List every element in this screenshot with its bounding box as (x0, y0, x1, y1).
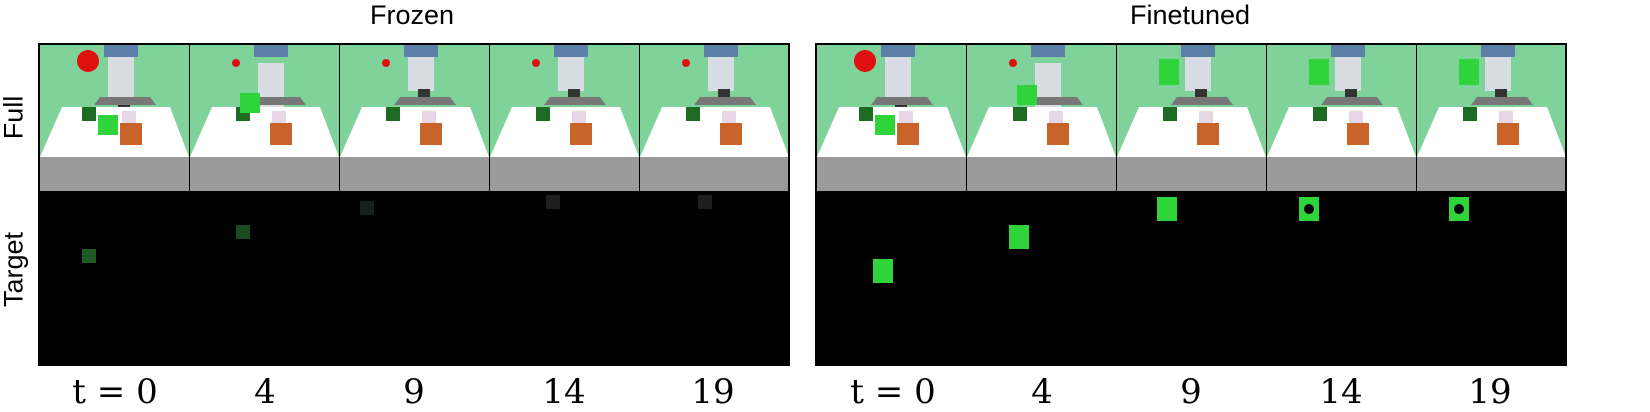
time-label: t = 0 (850, 372, 936, 412)
target-mask-image (190, 191, 339, 347)
full-scene-image (1117, 45, 1266, 191)
title-frozen: Frozen (369, 0, 455, 30)
frozen-frame (190, 45, 339, 364)
row-label-full: Full (0, 95, 29, 140)
target-mask-image (490, 191, 639, 347)
finetuned-frame (1417, 45, 1565, 364)
full-scene-image (817, 45, 966, 191)
full-scene-image (40, 45, 189, 191)
frozen-frame (490, 45, 639, 364)
finetuned-frame (1117, 45, 1266, 364)
target-mask-image (967, 191, 1116, 347)
time-label: 9 (1180, 372, 1202, 412)
frozen-frame (40, 45, 189, 364)
panel-finetuned (815, 43, 1567, 366)
time-label: 14 (542, 372, 586, 412)
target-mask-image (817, 191, 966, 347)
target-mask-image (1417, 191, 1565, 347)
full-scene-image (640, 45, 788, 191)
target-mask-image (40, 191, 189, 347)
time-label: 19 (691, 372, 735, 412)
time-label: 4 (254, 372, 276, 412)
target-mask-image (1267, 191, 1416, 347)
full-scene-image (340, 45, 489, 191)
finetuned-frame (817, 45, 966, 364)
time-label: 4 (1031, 372, 1053, 412)
panel-frozen (38, 43, 790, 366)
time-label: t = 0 (72, 372, 158, 412)
time-label: 19 (1468, 372, 1512, 412)
title-finetuned: Finetuned (1129, 0, 1251, 30)
full-scene-image (190, 45, 339, 191)
row-label-target: Target (0, 231, 29, 308)
time-label: 9 (403, 372, 425, 412)
finetuned-frame (1267, 45, 1416, 364)
full-scene-image (967, 45, 1116, 191)
target-mask-image (340, 191, 489, 347)
full-scene-image (1267, 45, 1416, 191)
full-scene-image (1417, 45, 1565, 191)
time-label: 14 (1319, 372, 1363, 412)
frozen-frame (640, 45, 788, 364)
full-scene-image (490, 45, 639, 191)
frozen-frame (340, 45, 489, 364)
target-mask-image (1117, 191, 1266, 347)
finetuned-frame (967, 45, 1116, 364)
target-mask-image (640, 191, 788, 347)
